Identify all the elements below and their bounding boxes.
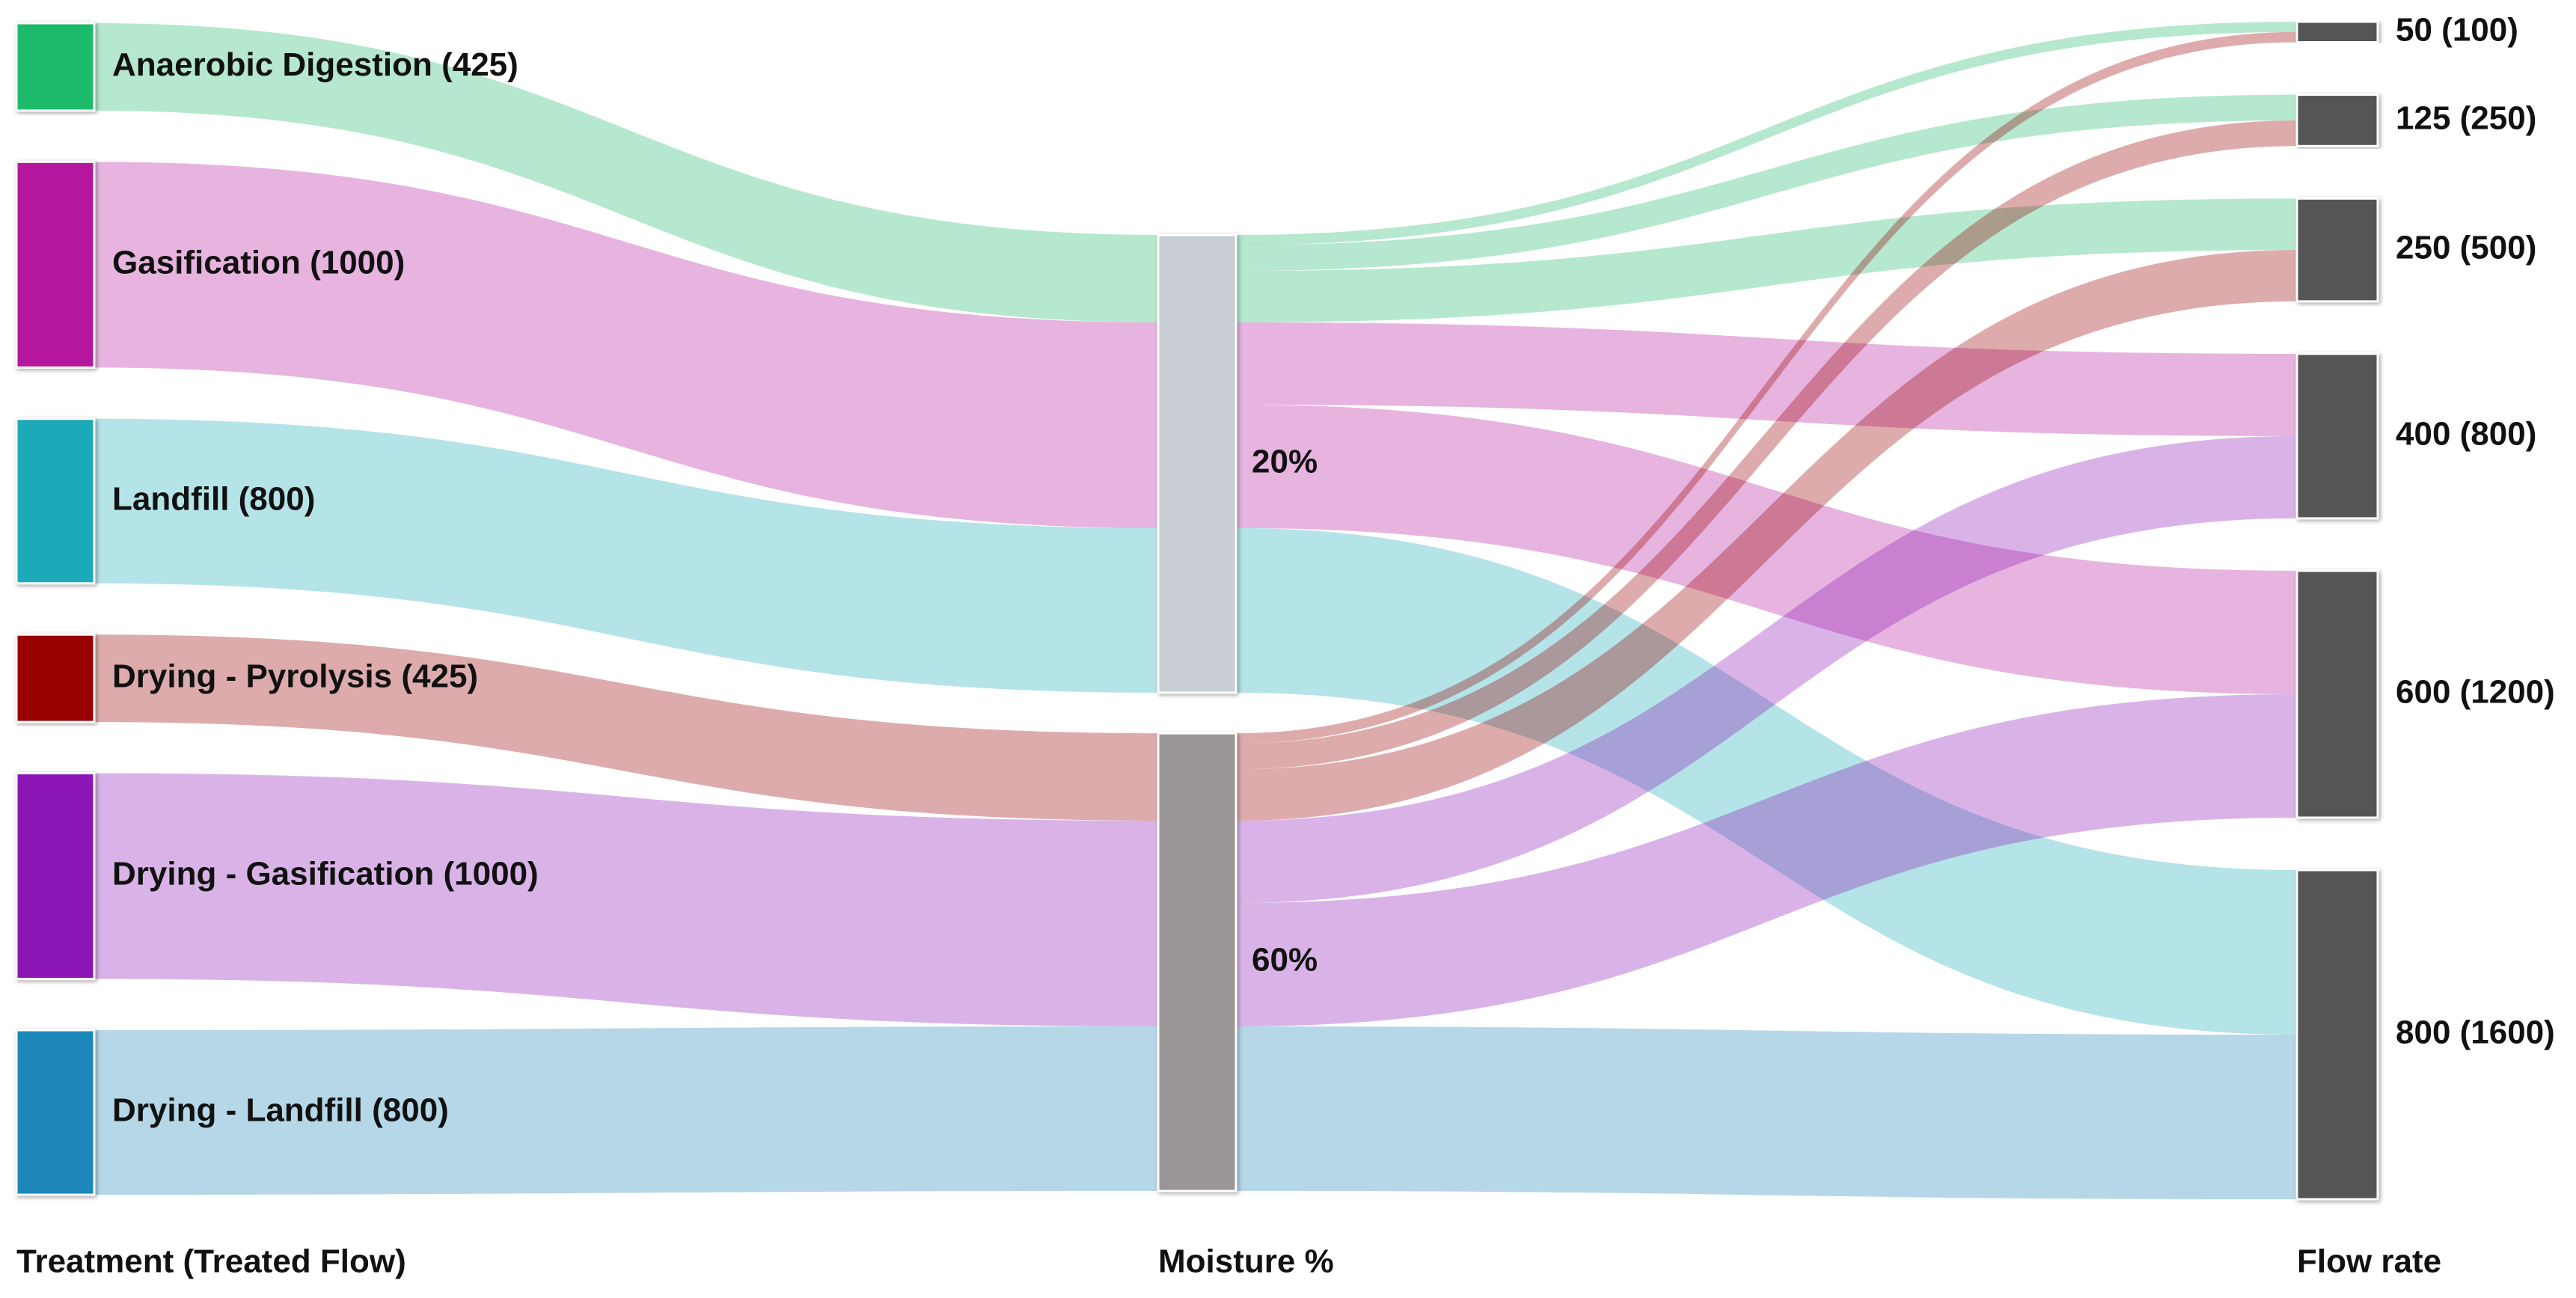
node-label: Drying - Gasification (1000) xyxy=(112,856,539,893)
link xyxy=(1236,322,2297,436)
link xyxy=(1236,198,2297,322)
link xyxy=(1236,120,2297,770)
node xyxy=(1157,732,1237,1193)
node xyxy=(15,1029,96,1196)
node xyxy=(15,417,96,585)
node xyxy=(2295,197,2379,303)
link xyxy=(1236,404,2297,694)
node xyxy=(2295,869,2379,1201)
node-label: Anaerobic Digestion (425) xyxy=(112,46,518,83)
node-label: 60% xyxy=(1252,942,1318,979)
node-label: 800 (1600) xyxy=(2396,1014,2555,1051)
link xyxy=(1236,527,2297,1035)
link xyxy=(94,23,1158,322)
node-label: Drying - Landfill (800) xyxy=(112,1092,449,1129)
link xyxy=(1236,94,2297,272)
node-label: Landfill (800) xyxy=(112,480,315,517)
link xyxy=(1236,22,2297,245)
node-label: Drying - Pyrolysis (425) xyxy=(112,658,478,694)
link xyxy=(94,418,1158,693)
link xyxy=(94,773,1158,1026)
link xyxy=(94,162,1158,528)
link xyxy=(1236,694,2297,1026)
node-label: 20% xyxy=(1252,444,1318,480)
node-label: Gasification (1000) xyxy=(112,244,405,281)
link xyxy=(1236,435,2297,903)
node xyxy=(2295,569,2379,819)
node xyxy=(1157,233,1237,694)
column-title: Moisture % xyxy=(1158,1243,1334,1280)
link xyxy=(1236,31,2297,744)
node xyxy=(2295,20,2379,43)
node xyxy=(15,633,96,723)
node xyxy=(15,772,96,981)
link xyxy=(94,1026,1158,1195)
node-label: 600 (1200) xyxy=(2396,674,2555,711)
links xyxy=(94,22,2297,1199)
node xyxy=(15,160,96,369)
node-label: 400 (800) xyxy=(2396,416,2536,453)
labels: Anaerobic Digestion (425) Gasification (1… xyxy=(16,11,2555,1279)
link xyxy=(1236,250,2297,821)
link xyxy=(94,634,1158,821)
node xyxy=(2295,94,2379,147)
node-label: 50 (100) xyxy=(2396,11,2518,48)
node xyxy=(2295,352,2379,520)
column-title: Flow rate xyxy=(2297,1243,2441,1280)
nodes xyxy=(15,20,2379,1201)
node-label: 125 (250) xyxy=(2396,100,2536,137)
node-label: 250 (500) xyxy=(2396,230,2536,266)
node xyxy=(15,22,96,112)
link xyxy=(1236,1026,2297,1199)
column-title: Treatment (Treated Flow) xyxy=(16,1243,406,1280)
